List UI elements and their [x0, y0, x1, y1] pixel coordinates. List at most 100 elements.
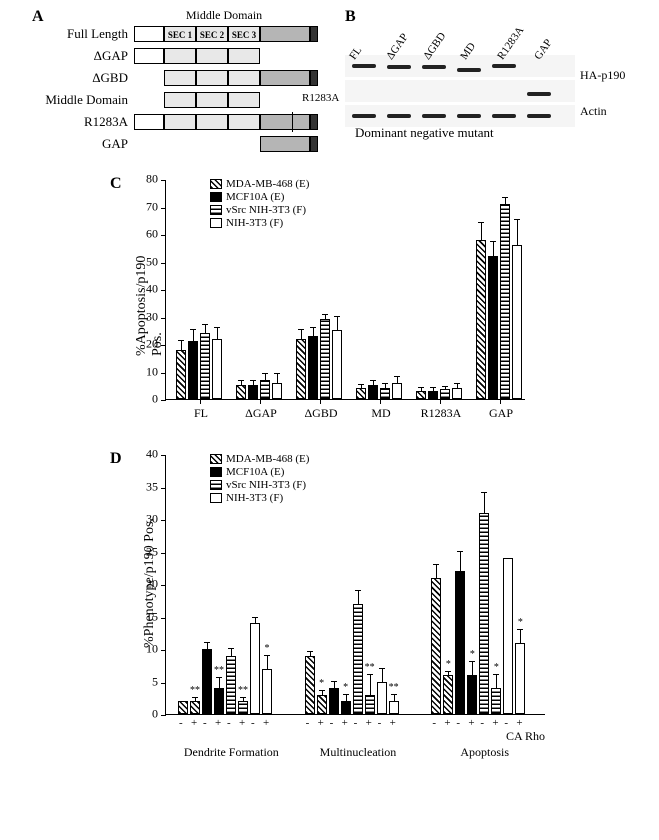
bar: [296, 339, 306, 400]
bar: [176, 350, 186, 400]
legend-item: MDA-MB-468 (E): [210, 453, 309, 465]
bar: [356, 388, 366, 399]
legend-item: MDA-MB-468 (E): [210, 178, 309, 190]
x-group-label: MD: [351, 406, 411, 421]
significance-marker: *: [489, 662, 503, 673]
bar: [443, 675, 453, 714]
bar: [368, 385, 378, 399]
bar: [500, 204, 510, 399]
pm-label: -: [306, 717, 310, 729]
significance-marker: *: [339, 682, 353, 693]
panel-d-chart: 0510152025303540-**+-**+-**+-*+Dendrite …: [145, 455, 545, 715]
bar: [428, 391, 438, 399]
significance-marker: *: [260, 643, 274, 654]
pm-label: +: [191, 717, 197, 729]
pm-label: -: [203, 717, 207, 729]
bar: [491, 688, 501, 714]
bar: [431, 578, 441, 715]
construct-label: Full Length: [30, 26, 128, 42]
pm-label: -: [330, 717, 334, 729]
pm-label: -: [227, 717, 231, 729]
pm-label: +: [263, 717, 269, 729]
bar: [248, 385, 258, 399]
ca-rho-label: CA Rho: [506, 729, 545, 744]
panel-d-label: D: [110, 450, 122, 468]
y-tick-label: 40: [146, 447, 158, 462]
chart-d-ylabel: %Phenotype/p190 Pos.: [142, 518, 158, 648]
legend-item: vSrc NIH-3T3 (F): [210, 479, 309, 491]
blot-row: [345, 80, 575, 102]
panel-c-chart: 01020304050607080FLΔGAPΔGBDMDR1283AGAP %…: [145, 180, 525, 400]
y-tick-label: 35: [146, 479, 158, 494]
bar: [317, 695, 327, 715]
bar: [226, 656, 236, 715]
x-group-label: GAP: [471, 406, 531, 421]
bar: [479, 513, 489, 715]
pm-label: -: [378, 717, 382, 729]
bar: [476, 240, 486, 400]
ha-p190-label: HA-p190: [580, 68, 625, 83]
bar: [365, 695, 375, 715]
bar: [452, 388, 462, 399]
bar: [503, 558, 513, 714]
bar: [178, 701, 188, 714]
bar: [392, 383, 402, 400]
x-group-label: FL: [171, 406, 231, 421]
construct-label: Middle Domain: [30, 92, 128, 108]
y-tick-label: 5: [152, 674, 158, 689]
pm-label: +: [468, 717, 474, 729]
sec-label: SEC 3: [228, 26, 260, 42]
legend-item: MCF10A (E): [210, 191, 309, 203]
middle-domain-header: Middle Domain: [174, 8, 274, 23]
x-group-label: Apoptosis: [423, 745, 546, 760]
x-group-label: ΔGAP: [231, 406, 291, 421]
significance-marker: *: [513, 617, 527, 628]
legend-item: NIH-3T3 (F): [210, 492, 309, 504]
pm-label: +: [516, 717, 522, 729]
bar: [260, 380, 270, 399]
pm-label: +: [492, 717, 498, 729]
pm-label: +: [366, 717, 372, 729]
panel-c-label: C: [110, 175, 122, 193]
bar: [467, 675, 477, 714]
legend-item: vSrc NIH-3T3 (F): [210, 204, 309, 216]
construct-label: ΔGBD: [30, 70, 128, 86]
pm-label: -: [504, 717, 508, 729]
bar: [488, 256, 498, 399]
pm-label: -: [456, 717, 460, 729]
pm-label: -: [354, 717, 358, 729]
pm-label: -: [480, 717, 484, 729]
bar: [332, 330, 342, 399]
panel-a: Middle Domain Full LengthSEC 1SEC 2SEC 3…: [30, 10, 330, 156]
x-group-label: ΔGBD: [291, 406, 351, 421]
bar: [320, 319, 330, 399]
pm-label: +: [239, 717, 245, 729]
pm-label: +: [215, 717, 221, 729]
bar: [389, 701, 399, 714]
pm-label: +: [342, 717, 348, 729]
significance-marker: *: [315, 678, 329, 689]
pm-label: -: [251, 717, 255, 729]
pm-label: +: [390, 717, 396, 729]
bar: [380, 388, 390, 399]
y-tick-label: 80: [146, 172, 158, 187]
bar: [515, 643, 525, 715]
construct-label: GAP: [30, 136, 128, 152]
bar: [512, 245, 522, 399]
x-group-label: Multinucleation: [297, 745, 420, 760]
bar: [377, 682, 387, 715]
dominant-negative-text: Dominant negative mutant: [355, 125, 494, 141]
bar: [236, 385, 246, 399]
bar: [308, 336, 318, 399]
x-group-label: R1283A: [411, 406, 471, 421]
significance-marker: **: [387, 682, 401, 693]
pm-label: -: [179, 717, 183, 729]
bar: [202, 649, 212, 714]
chart-d-legend: MDA-MB-468 (E)MCF10A (E)vSrc NIH-3T3 (F)…: [210, 453, 309, 505]
pm-label: +: [318, 717, 324, 729]
significance-marker: **: [188, 685, 202, 696]
significance-marker: **: [363, 662, 377, 673]
bar: [455, 571, 465, 714]
bar: [272, 383, 282, 400]
y-tick-label: 10: [146, 364, 158, 379]
